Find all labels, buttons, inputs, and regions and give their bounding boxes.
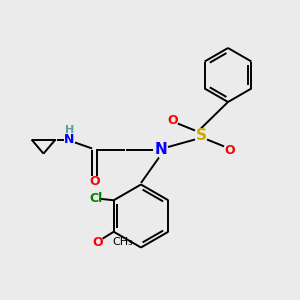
Text: O: O [92,236,103,249]
Text: S: S [196,128,206,142]
Text: O: O [224,143,235,157]
Text: O: O [89,175,100,188]
Text: Cl: Cl [89,192,102,205]
Text: H: H [65,125,74,135]
Text: O: O [167,113,178,127]
Text: N: N [64,133,74,146]
Text: N: N [154,142,167,158]
Text: CH₃: CH₃ [112,237,133,247]
